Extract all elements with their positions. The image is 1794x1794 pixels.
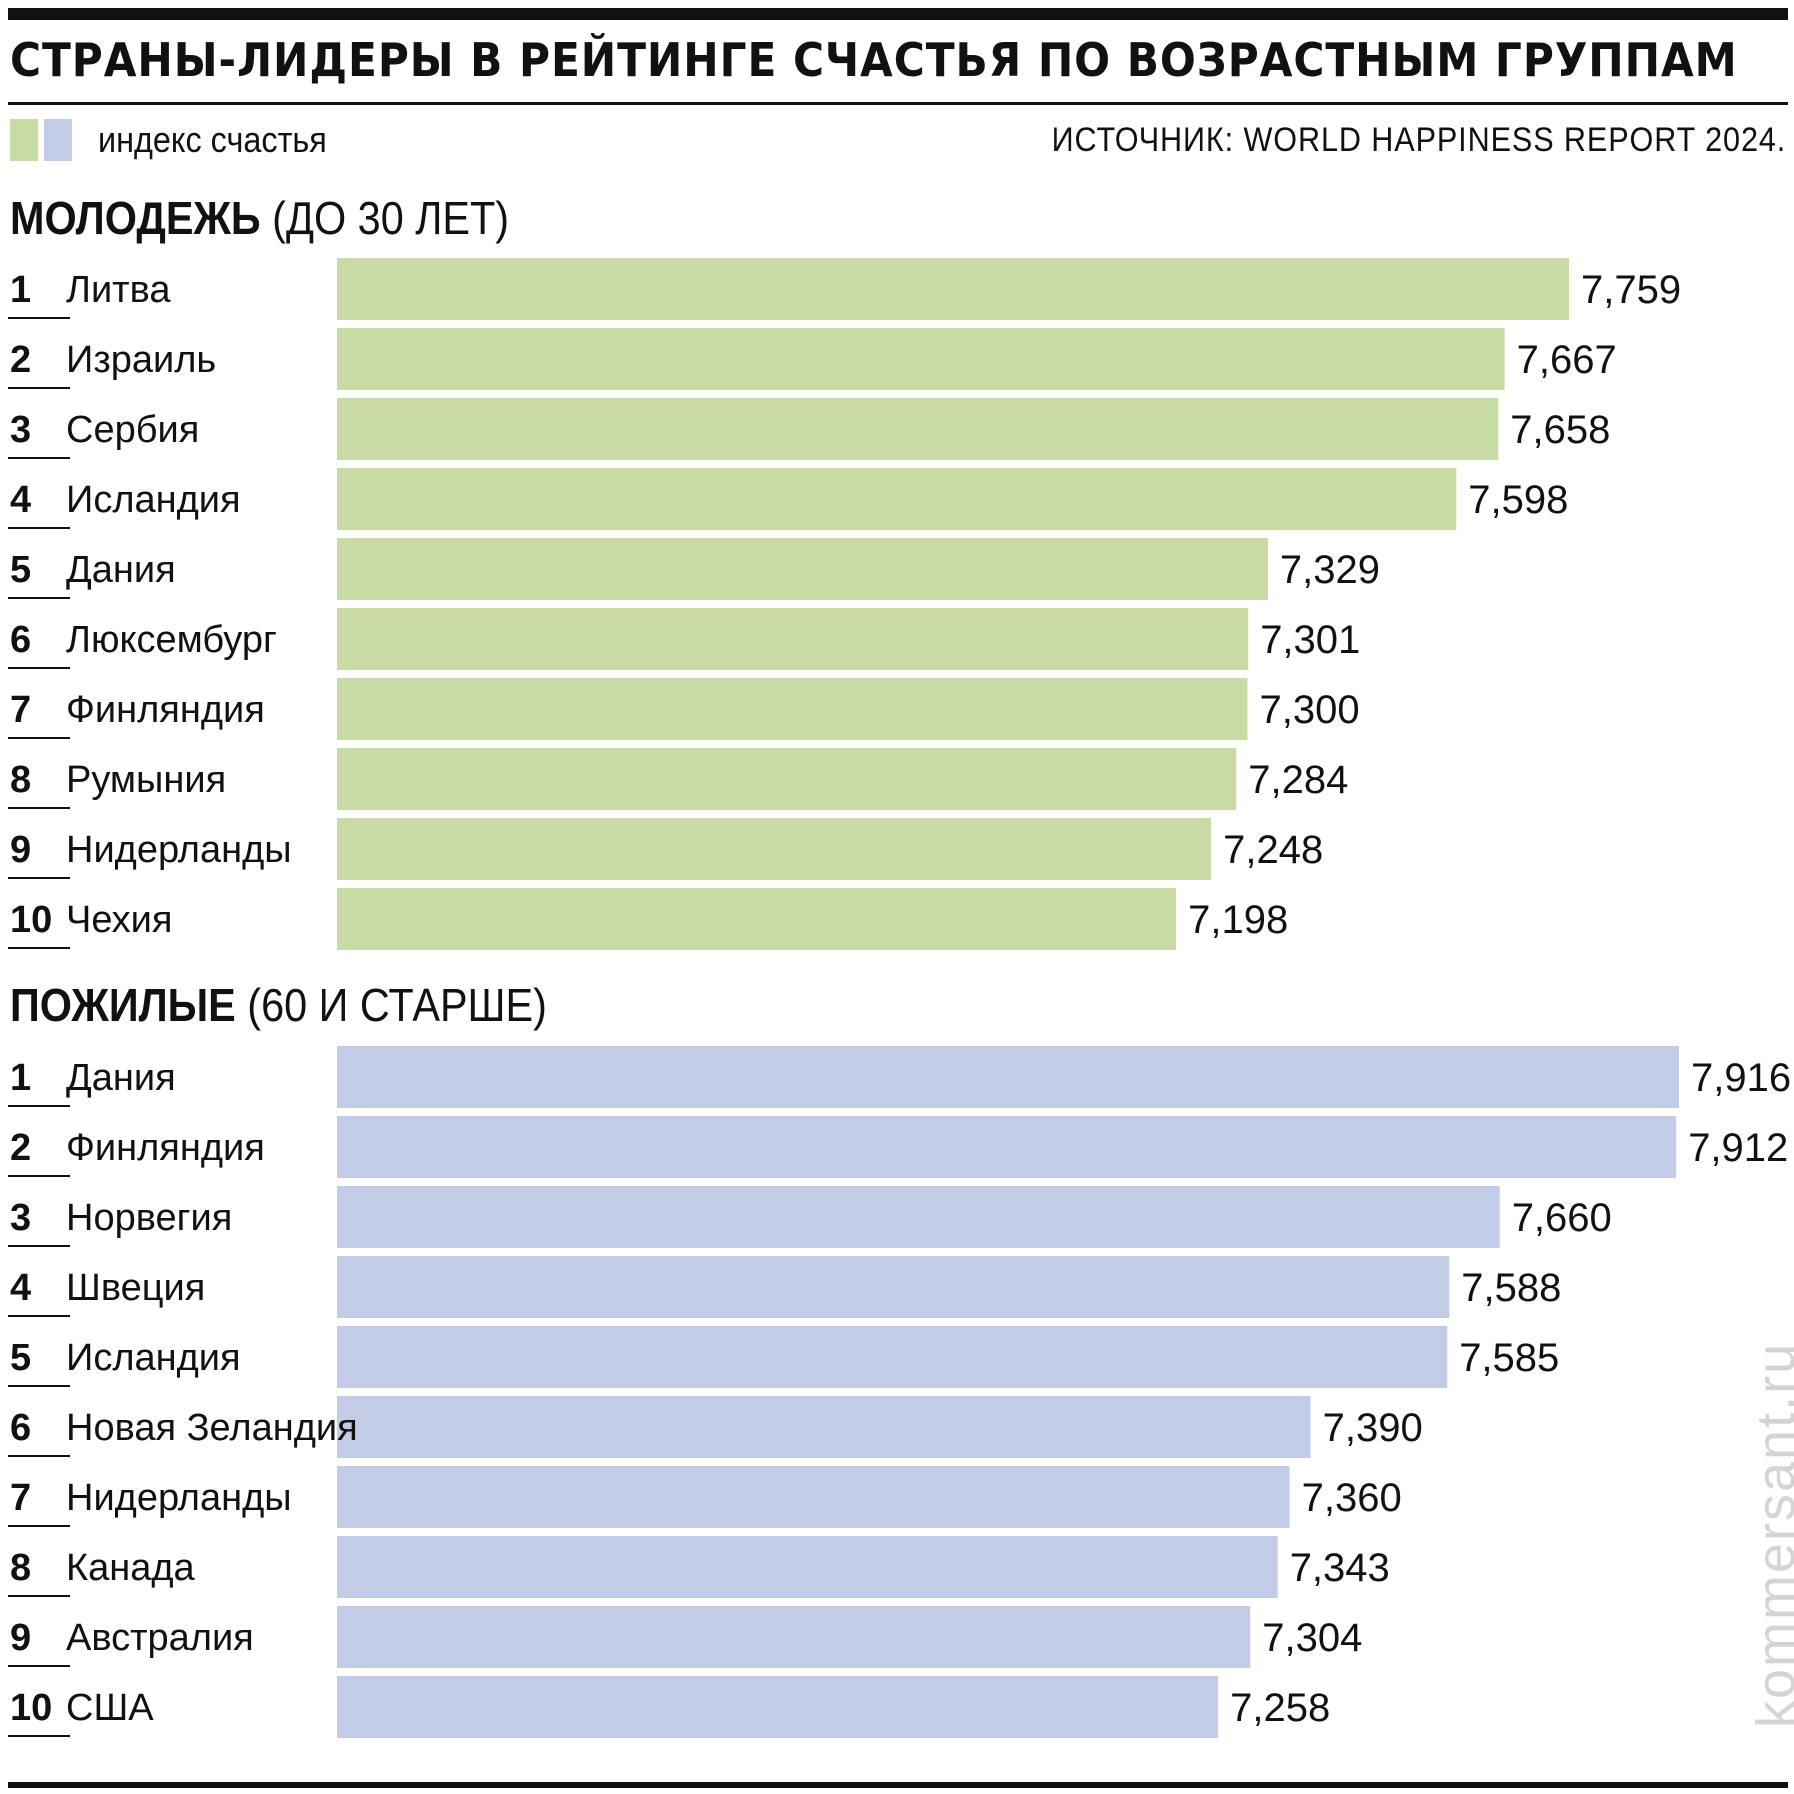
old-value-label-8: 7,343 xyxy=(1290,1546,1390,1590)
old-value-label-5: 7,585 xyxy=(1459,1336,1559,1380)
old-bar-1 xyxy=(337,1046,1679,1108)
young-bar-1 xyxy=(337,258,1569,320)
young-rank-3: 3 xyxy=(10,409,31,451)
old-country-10: США xyxy=(66,1687,154,1729)
young-bar-4 xyxy=(337,468,1457,530)
young-bar-9 xyxy=(337,818,1212,880)
young-rank-7: 7 xyxy=(10,689,31,731)
old-bar-7 xyxy=(337,1466,1290,1528)
old-rank-10: 10 xyxy=(10,1687,52,1729)
bar-chart-old: 1 Дания 7,916 2 Финляндия 7,912 3 Норвегия 7,660… xyxy=(8,1046,1791,1738)
section-title-old-main: ПОЖИЛЫЕ xyxy=(10,979,236,1031)
old-value-label-10: 7,258 xyxy=(1230,1686,1330,1730)
section-title-old: ПОЖИЛЫЕ (60 И СТАРШЕ) xyxy=(10,975,547,1035)
old-value-label-2: 7,912 xyxy=(1688,1126,1788,1170)
old-country-7: Нидерланды xyxy=(66,1477,292,1519)
old-country-8: Канада xyxy=(66,1547,196,1589)
young-rank-5: 5 xyxy=(10,549,31,591)
young-bar-2 xyxy=(337,328,1505,390)
old-value-label-1: 7,916 xyxy=(1691,1056,1791,1100)
young-value-label-10: 7,198 xyxy=(1188,898,1288,942)
young-value-label-5: 7,329 xyxy=(1280,548,1380,592)
old-bar-9 xyxy=(337,1606,1251,1668)
young-rank-4: 4 xyxy=(10,479,31,521)
young-rank-10: 10 xyxy=(10,899,52,941)
chart-title: СТРАНЫ-ЛИДЕРЫ В РЕЙТИНГЕ СЧАСТЬЯ ПО ВОЗР… xyxy=(10,33,1738,87)
legend-swatch-young xyxy=(10,119,38,161)
old-rank-1: 1 xyxy=(10,1057,31,1099)
young-bar-3 xyxy=(337,398,1499,460)
young-rank-2: 2 xyxy=(10,339,31,381)
young-country-5: Дания xyxy=(66,549,176,591)
young-country-7: Финляндия xyxy=(66,689,265,731)
title-rule xyxy=(8,102,1788,105)
old-country-5: Исландия xyxy=(66,1337,241,1379)
young-value-label-7: 7,300 xyxy=(1260,688,1360,732)
old-bar-2 xyxy=(337,1116,1677,1178)
source-note: ИСТОЧНИК: WORLD HAPPINESS REPORT 2024. xyxy=(1051,121,1786,159)
old-bar-4 xyxy=(337,1256,1450,1318)
watermark: kommersant.ru xyxy=(1746,1341,1794,1728)
old-value-label-9: 7,304 xyxy=(1262,1616,1362,1660)
young-country-2: Израиль xyxy=(66,339,216,381)
old-rank-6: 6 xyxy=(10,1407,31,1449)
old-rank-4: 4 xyxy=(10,1267,31,1309)
old-value-label-6: 7,390 xyxy=(1323,1406,1423,1450)
young-value-label-8: 7,284 xyxy=(1248,758,1348,802)
young-rank-9: 9 xyxy=(10,829,31,871)
young-value-label-4: 7,598 xyxy=(1468,478,1568,522)
young-value-label-2: 7,667 xyxy=(1517,338,1617,382)
legend-label: индекс счастья xyxy=(98,119,327,160)
old-value-label-4: 7,588 xyxy=(1461,1266,1561,1310)
old-country-9: Австралия xyxy=(66,1617,254,1659)
young-country-6: Люксембург xyxy=(66,619,277,661)
bottom-rule xyxy=(8,1782,1788,1788)
old-bar-3 xyxy=(337,1186,1500,1248)
old-rank-2: 2 xyxy=(10,1127,31,1169)
old-country-6: Новая Зеландия xyxy=(66,1407,358,1449)
young-value-label-1: 7,759 xyxy=(1581,268,1681,312)
old-rank-9: 9 xyxy=(10,1617,31,1659)
old-rank-5: 5 xyxy=(10,1337,31,1379)
legend: индекс счастья xyxy=(10,118,352,162)
young-bar-10 xyxy=(337,888,1177,950)
old-value-label-3: 7,660 xyxy=(1512,1196,1612,1240)
young-country-9: Нидерланды xyxy=(66,829,292,871)
young-country-4: Исландия xyxy=(66,479,241,521)
young-value-label-3: 7,658 xyxy=(1510,408,1610,452)
young-country-3: Сербия xyxy=(66,409,199,451)
young-bar-7 xyxy=(337,678,1248,740)
old-value-label-7: 7,360 xyxy=(1302,1476,1402,1520)
young-rank-6: 6 xyxy=(10,619,31,661)
old-bar-10 xyxy=(337,1676,1219,1738)
section-title-young-main: МОЛОДЕЖЬ xyxy=(10,192,261,244)
young-bar-5 xyxy=(337,538,1268,600)
young-rank-1: 1 xyxy=(10,269,31,311)
old-rank-8: 8 xyxy=(10,1547,31,1589)
old-bar-6 xyxy=(337,1396,1311,1458)
bar-chart-young: 1 Литва 7,759 2 Израиль 7,667 3 Сербия 7,658 4 Исл… xyxy=(8,258,1681,950)
old-country-2: Финляндия xyxy=(66,1127,265,1169)
young-country-8: Румыния xyxy=(66,759,226,801)
section-title-young: МОЛОДЕЖЬ (ДО 30 ЛЕТ) xyxy=(10,188,509,248)
old-country-3: Норвегия xyxy=(66,1197,232,1239)
young-rank-8: 8 xyxy=(10,759,31,801)
old-country-1: Дания xyxy=(66,1057,176,1099)
young-country-1: Литва xyxy=(66,269,171,311)
old-bar-8 xyxy=(337,1536,1278,1598)
old-rank-3: 3 xyxy=(10,1197,31,1239)
section-title-young-sub: (ДО 30 ЛЕТ) xyxy=(272,192,510,244)
young-value-label-6: 7,301 xyxy=(1260,618,1360,662)
old-country-4: Швеция xyxy=(66,1267,205,1309)
top-rule xyxy=(8,8,1788,20)
old-bar-5 xyxy=(337,1326,1448,1388)
young-value-label-9: 7,248 xyxy=(1223,828,1323,872)
old-rank-7: 7 xyxy=(10,1477,31,1519)
section-title-old-sub: (60 И СТАРШЕ) xyxy=(247,979,547,1031)
young-bar-8 xyxy=(337,748,1237,810)
young-country-10: Чехия xyxy=(66,899,172,941)
young-bar-6 xyxy=(337,608,1249,670)
legend-swatch-old xyxy=(44,119,72,161)
